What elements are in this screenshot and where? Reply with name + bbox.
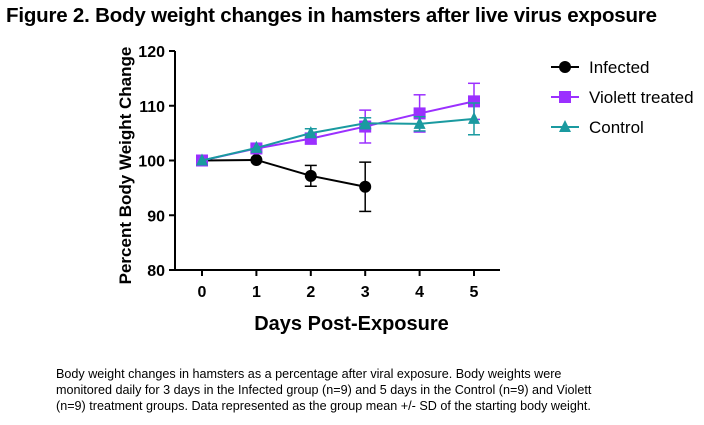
data-point-control (468, 111, 480, 124)
x-axis-title: Days Post-Exposure (254, 313, 449, 335)
figure-title: Figure 2. Body weight changes in hamster… (6, 4, 657, 27)
y-tick-label: 90 (147, 208, 165, 225)
data-point-infected (304, 169, 317, 182)
data-point-violett-treated (468, 95, 480, 108)
data-point-control (304, 126, 317, 139)
legend-label-violett-treated: Violett treated (589, 88, 694, 107)
data-point-infected (250, 153, 263, 166)
x-tick-label: 0 (198, 284, 207, 301)
series-line-infected (201, 158, 366, 188)
legend-marker-control (559, 120, 571, 132)
axes: 80 90 100 110 120 0 1 2 3 4 5 Days Post-Exposure Per… (116, 44, 500, 335)
x-tick-label: 3 (361, 284, 370, 301)
line-chart: 80 90 100 110 120 0 1 2 3 4 5 Days Post-Exposure Per… (116, 44, 694, 335)
x-tick-label: 5 (470, 284, 479, 301)
data-point-control (413, 116, 426, 129)
caption-line-2: monitored daily for 3 days in the Infect… (56, 383, 592, 397)
legend-marker-infected (559, 61, 571, 73)
y-tick-label: 100 (138, 154, 165, 171)
data-point-control (196, 153, 208, 166)
legend-label-control: Control (589, 118, 644, 137)
legend-marker-violett-treated (559, 91, 571, 103)
x-tick-label: 2 (306, 284, 315, 301)
data-point-control (250, 140, 263, 153)
x-tick-label: 4 (415, 284, 424, 301)
y-tick-label: 120 (138, 44, 165, 61)
data-point-infected (359, 180, 372, 193)
series-layer (196, 82, 480, 213)
legend-label-infected: Infected (589, 58, 650, 77)
y-tick-label: 80 (147, 263, 165, 280)
series-control (196, 102, 480, 166)
y-tick-label: 110 (139, 99, 165, 116)
x-tick-label: 1 (252, 284, 261, 301)
series-violett-treated (196, 82, 480, 167)
figure-caption: Body weight changes in hamsters as a per… (56, 366, 696, 414)
series-infected (196, 153, 372, 213)
series-line-control (201, 117, 475, 162)
legend: Infected Violett treated Control (551, 58, 694, 137)
y-axis-title: Percent Body Weight Change (116, 47, 135, 285)
caption-line-3: (n=9) treatment groups. Data represented… (56, 399, 591, 413)
data-point-control (359, 116, 372, 129)
caption-line-1: Body weight changes in hamsters as a per… (56, 367, 562, 381)
